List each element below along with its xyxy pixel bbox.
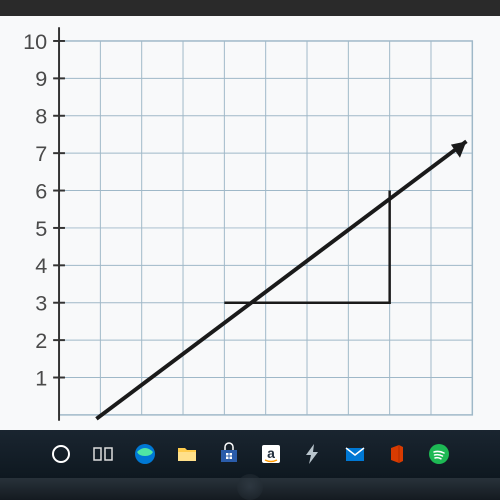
- y-tick-labels: 10 9 8 7 6 5 4 3 2 1: [23, 29, 47, 391]
- taskview-icon[interactable]: [89, 440, 117, 468]
- bolt-icon[interactable]: [299, 440, 327, 468]
- chart-svg: 10 9 8 7 6 5 4 3 2 1: [0, 26, 492, 422]
- svg-text:a: a: [267, 445, 275, 461]
- ytick-7: 7: [35, 141, 47, 166]
- ytick-4: 4: [35, 253, 47, 278]
- ytick-9: 9: [35, 66, 47, 91]
- ytick-10: 10: [23, 29, 47, 54]
- ytick-8: 8: [35, 104, 47, 129]
- grid: [59, 41, 472, 415]
- ytick-6: 6: [35, 178, 47, 203]
- edge-icon[interactable]: [131, 440, 159, 468]
- screen: 10 9 8 7 6 5 4 3 2 1: [0, 0, 500, 430]
- cortana-icon[interactable]: [47, 440, 75, 468]
- laptop-bezel: [0, 478, 500, 500]
- chart-content: 10 9 8 7 6 5 4 3 2 1: [0, 16, 500, 430]
- chart: 10 9 8 7 6 5 4 3 2 1: [0, 26, 492, 422]
- ytick-5: 5: [35, 216, 47, 241]
- browser-top-bar: [0, 0, 500, 16]
- mail-icon[interactable]: [341, 440, 369, 468]
- spotify-icon[interactable]: [425, 440, 453, 468]
- ytick-1: 1: [35, 365, 47, 390]
- hp-logo: [237, 474, 263, 500]
- store-icon[interactable]: [215, 440, 243, 468]
- amazon-icon[interactable]: a: [257, 440, 285, 468]
- office-icon[interactable]: [383, 440, 411, 468]
- taskbar[interactable]: a: [0, 430, 500, 478]
- ytick-3: 3: [35, 291, 47, 316]
- ytick-2: 2: [35, 328, 47, 353]
- explorer-icon[interactable]: [173, 440, 201, 468]
